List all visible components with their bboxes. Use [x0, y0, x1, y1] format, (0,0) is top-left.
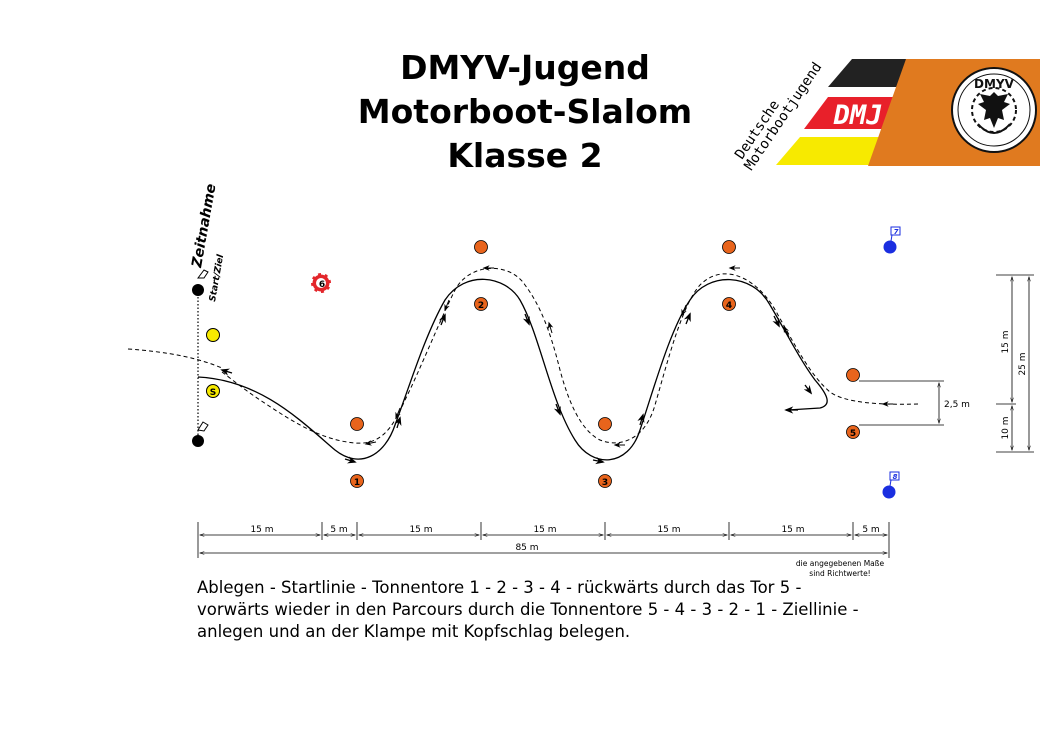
eagle-icon [978, 92, 1010, 128]
blue-buoy-top: 7 [883, 226, 901, 254]
note-line-1: die angegebenen Maße [796, 559, 885, 568]
title: DMYV-Jugend Motorboot-Slalom Klasse 2 [300, 46, 750, 178]
buoy-1-label: 1 [354, 478, 360, 488]
arrow-icon [394, 416, 402, 429]
dim-label: 5 m [330, 525, 347, 535]
buoy-2-label: 2 [478, 301, 484, 311]
dim-label-right-total: 25 m [1018, 352, 1028, 375]
lifebuoy-label: 6 [319, 280, 325, 290]
forward-run-path [197, 278, 828, 461]
arrow-icon [344, 456, 357, 464]
arrow-icon [592, 457, 605, 465]
blue-buoy-bottom: 8 [882, 471, 900, 499]
start-post-bottom [192, 435, 204, 447]
gate-buoy [846, 368, 860, 382]
numbered-buoys: 1 2 3 4 5 [350, 297, 860, 488]
dmyv-emblem: DMYV [951, 67, 1037, 153]
description-line-1: Ablegen - Startlinie - Tonnentore 1 - 2 … [197, 578, 802, 597]
flag-bottom-label: 8 [893, 473, 898, 481]
title-line-1: DMYV-Jugend [400, 48, 650, 87]
start-buoy-label: S [210, 388, 216, 398]
dim-label: 5 m [862, 525, 879, 535]
arrow-icon [522, 313, 530, 326]
flag-icon [197, 421, 209, 432]
gate-buoy [598, 417, 612, 431]
dim-label: 15 m [533, 525, 556, 535]
dim-label-gate: 2,5 m [944, 400, 970, 410]
buoy-5-label: 5 [850, 429, 856, 439]
arrow-icon [438, 313, 446, 326]
start-buoy [206, 384, 220, 398]
arrow-icon [364, 440, 377, 446]
course-description: Ablegen - Startlinie - Tonnentore 1 - 2 … [197, 577, 977, 643]
start-line: S Zeitnahme Start/Ziel [189, 183, 226, 447]
gear-icon [971, 87, 1017, 133]
buoy-4-label: 4 [726, 301, 732, 311]
course-paths [127, 265, 919, 465]
logo-stripe-yellow [776, 137, 894, 165]
vertical-dimensions [859, 274, 1034, 453]
lifebuoy: 6 [309, 271, 333, 295]
arrow-icon [637, 413, 645, 426]
dim-label: 15 m [781, 525, 804, 535]
dim-label-right-upper: 15 m [1001, 330, 1011, 353]
arrow-icon [783, 325, 790, 338]
horizontal-dimensions [197, 522, 890, 558]
arrow-icon [803, 384, 813, 395]
flag-icon [197, 269, 209, 279]
arrow-icon [553, 403, 561, 416]
title-line-2: Motorboot-Slalom [357, 92, 693, 131]
gate-buoy [474, 240, 488, 254]
arrow-icon [681, 304, 687, 317]
dim-label: 15 m [409, 525, 432, 535]
arrow-icon [444, 299, 450, 312]
description-line-3: anlegen und an der Klampe mit Kopfschlag… [197, 622, 631, 641]
flag-top-label: 7 [894, 228, 899, 236]
gate-buoy [722, 240, 736, 254]
start-post-top [192, 284, 204, 296]
approach-path [127, 348, 223, 369]
start-finish-label: Start/Ziel [208, 253, 226, 303]
emblem-text: DMYV [974, 77, 1015, 91]
dim-label-total: 85 m [515, 543, 538, 553]
gate-buoys [350, 240, 860, 431]
dmj-logo: DMJ Deutsche Motorbootjugend DMYV [732, 59, 1040, 173]
arrow-icon [683, 312, 691, 325]
arrow-icon [547, 321, 554, 334]
horizontal-dimension-labels: 15 m 5 m 15 m 15 m 15 m 15 m 5 m 85 m [250, 525, 879, 553]
dim-label: 15 m [657, 525, 680, 535]
logo-badge-text: DMJ [833, 100, 883, 131]
arrow-icon [772, 315, 780, 328]
note-line-2: sind Richtwerte! [809, 569, 870, 578]
arrow-icon [220, 368, 233, 376]
dim-label-right-lower: 10 m [1001, 416, 1011, 439]
dim-label: 15 m [250, 525, 273, 535]
gate-buoy [350, 417, 364, 431]
arrow-icon [395, 407, 401, 420]
description-line-2: vorwärts wieder in den Parcours durch di… [197, 600, 859, 619]
title-line-3: Klasse 2 [447, 136, 603, 175]
buoy-3-label: 3 [602, 478, 608, 488]
yellow-buoy [206, 328, 220, 342]
return-run-path [221, 267, 919, 444]
